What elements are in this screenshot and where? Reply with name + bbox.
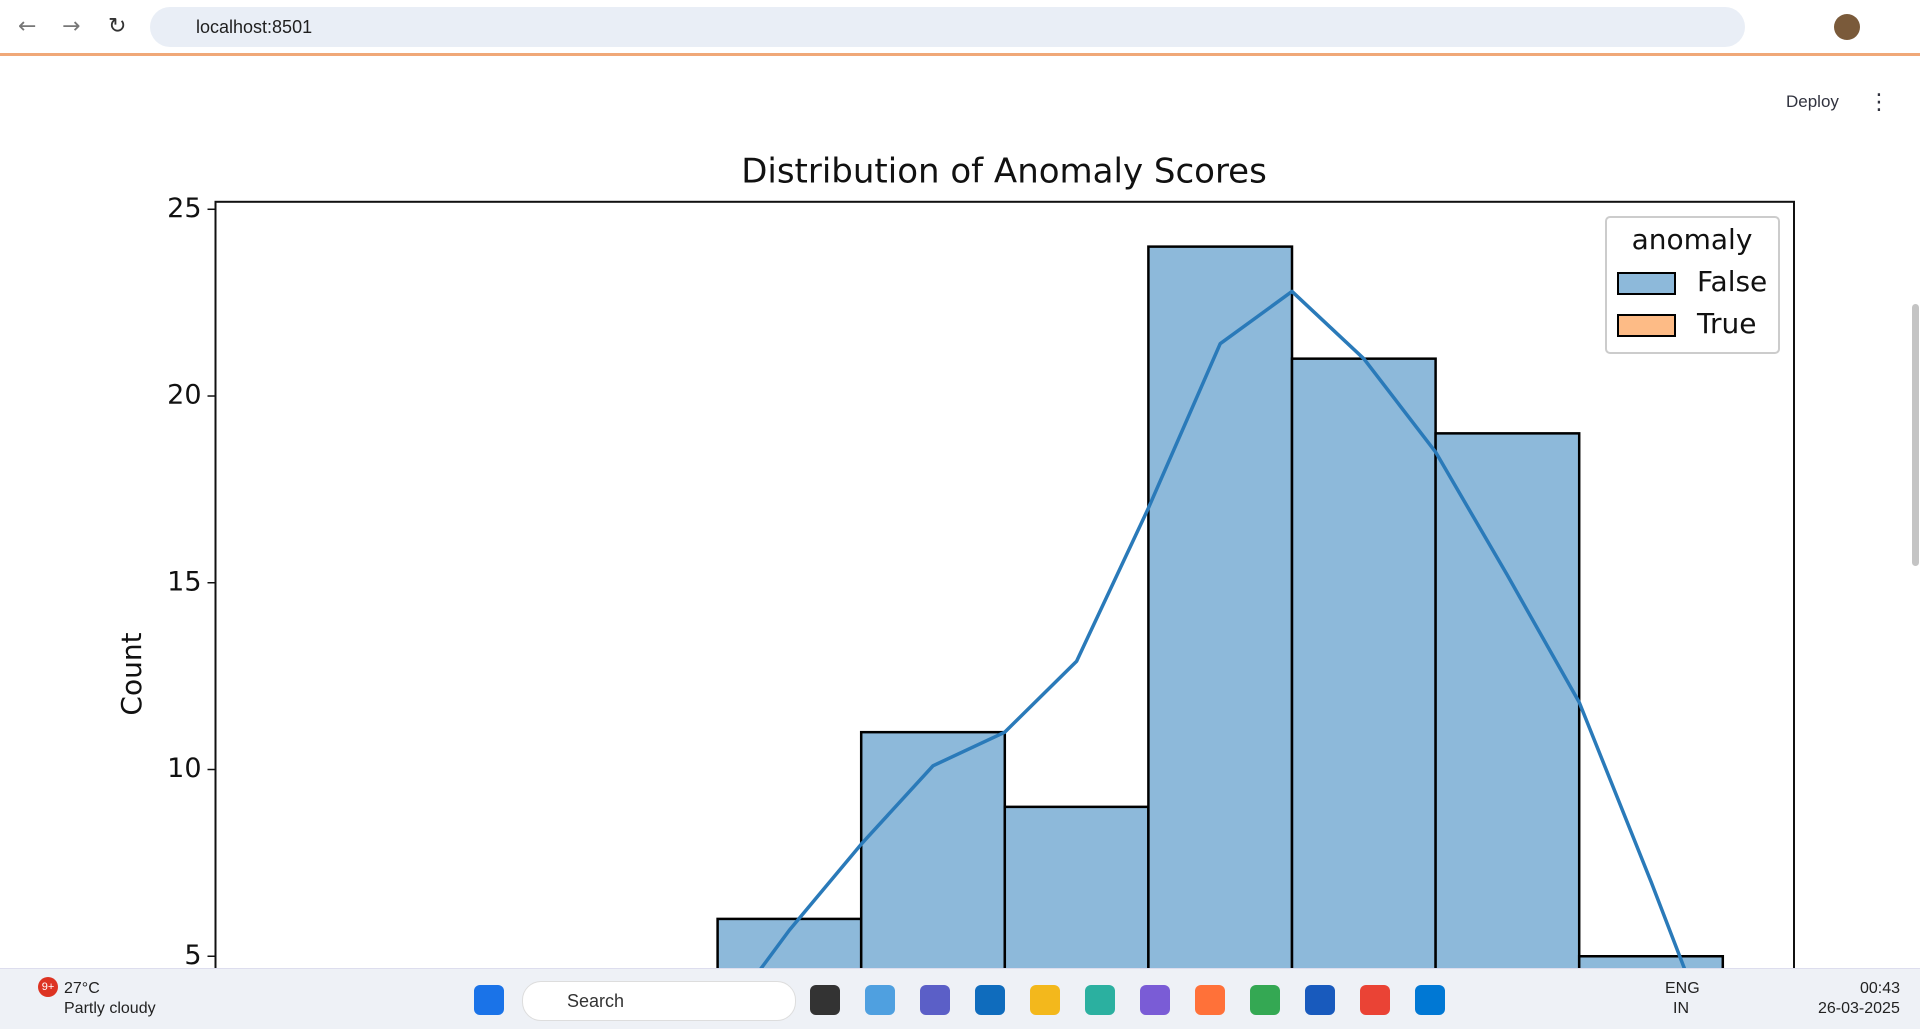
legend-title: anomaly — [1632, 223, 1753, 256]
search-box[interactable]: Search — [522, 981, 796, 1021]
app-icon[interactable] — [1360, 985, 1390, 1015]
legend-swatch — [1617, 314, 1676, 337]
reload-button[interactable]: ↻ — [108, 14, 127, 39]
legend-label: False — [1697, 265, 1767, 298]
chart-title: Distribution of Anomaly Scores — [741, 152, 1267, 192]
url-text: localhost:8501 — [196, 17, 313, 37]
chart: Distribution of Anomaly Scores Count 5 10… — [115, 152, 1795, 968]
app-icon[interactable] — [1195, 985, 1225, 1015]
bar — [716, 917, 863, 968]
region: IN — [1673, 1000, 1689, 1017]
app-icon[interactable] — [1305, 985, 1335, 1015]
app-icon[interactable] — [1085, 985, 1115, 1015]
app-icon[interactable] — [975, 985, 1005, 1015]
scrollbar[interactable] — [1912, 304, 1919, 566]
y-axis-label: Count — [115, 632, 148, 715]
bar — [1434, 432, 1581, 968]
app-icon[interactable] — [1140, 985, 1170, 1015]
bar — [859, 730, 1007, 968]
weather-badge: 9+ — [38, 977, 58, 997]
search-text: Search — [567, 991, 625, 1011]
forward-button[interactable]: → — [62, 14, 81, 39]
bar — [1290, 357, 1437, 968]
clock-time: 00:43 — [1860, 980, 1901, 997]
y-tick-label: 25 — [167, 193, 201, 224]
y-tick-label: 20 — [167, 380, 201, 411]
bar — [1147, 245, 1294, 968]
app-icon[interactable] — [865, 985, 895, 1015]
y-tick-label: 5 — [184, 940, 201, 968]
y-tick-label: 10 — [167, 753, 201, 784]
kde-line — [759, 289, 1687, 968]
browser-bar: ← → ↻ localhost:8501 — [0, 0, 1920, 56]
app-icon[interactable] — [1415, 985, 1445, 1015]
back-button[interactable]: ← — [18, 14, 37, 39]
bar — [1577, 955, 1725, 968]
app-icon[interactable] — [920, 985, 950, 1015]
bar — [1003, 805, 1150, 968]
address-bar[interactable]: localhost:8501 — [150, 7, 1745, 47]
plot-frame — [214, 200, 1795, 968]
legend-swatch — [1617, 272, 1676, 295]
app-icon[interactable] — [1030, 985, 1060, 1015]
app-icon[interactable] — [1250, 985, 1280, 1015]
start-button[interactable] — [474, 985, 504, 1015]
clock-date: 26-03-2025 — [1818, 1000, 1900, 1017]
app-icon[interactable] — [810, 985, 840, 1015]
deploy-button[interactable]: Deploy — [1786, 92, 1839, 111]
temperature: 27°C — [64, 980, 100, 997]
main-menu[interactable]: ⋮ — [1868, 90, 1890, 115]
y-tick-label: 15 — [167, 566, 201, 597]
language: ENG — [1665, 980, 1700, 997]
taskbar: 9+ 27°C Partly cloudy Search ENG IN 00:4… — [0, 968, 1920, 1029]
weather: Partly cloudy — [64, 1000, 156, 1017]
legend-label: True — [1696, 307, 1756, 340]
profile-avatar[interactable] — [1834, 14, 1860, 40]
